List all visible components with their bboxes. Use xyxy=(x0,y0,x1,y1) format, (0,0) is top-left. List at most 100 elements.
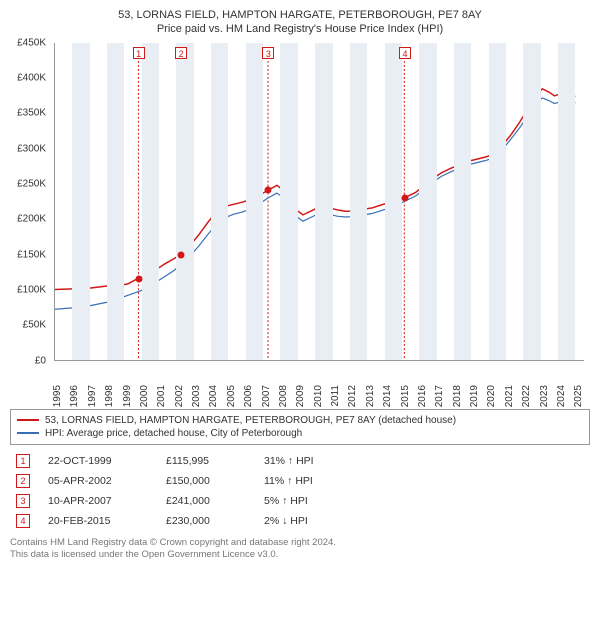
sale-vs-hpi: 31% ↑ HPI xyxy=(264,455,344,467)
x-tick-label: 2006 xyxy=(243,385,254,407)
year-band xyxy=(211,43,228,360)
sale-marker-dot xyxy=(135,275,142,282)
x-tick-label: 2024 xyxy=(556,385,567,407)
sale-date: 20-FEB-2015 xyxy=(48,515,148,527)
x-tick-label: 2014 xyxy=(382,385,393,407)
year-band xyxy=(315,43,332,360)
sale-marker-box: 3 xyxy=(262,47,274,59)
sale-marker-box: 1 xyxy=(133,47,145,59)
x-tick-label: 1999 xyxy=(122,385,133,407)
sale-date: 05-APR-2002 xyxy=(48,475,148,487)
y-tick-label: £400K xyxy=(17,72,46,83)
x-tick-label: 2015 xyxy=(400,385,411,407)
x-tick-label: 2025 xyxy=(573,385,584,407)
x-tick-label: 2000 xyxy=(139,385,150,407)
title-subtitle: Price paid vs. HM Land Registry's House … xyxy=(10,22,590,36)
sales-row: 1 22-OCT-1999 £115,995 31% ↑ HPI xyxy=(10,451,590,471)
footer-line-2: This data is licensed under the Open Gov… xyxy=(10,549,590,561)
x-tick-label: 2003 xyxy=(191,385,202,407)
y-tick-label: £450K xyxy=(17,37,46,48)
y-tick-label: £300K xyxy=(17,143,46,154)
sale-vs-hpi: 11% ↑ HPI xyxy=(264,475,344,487)
x-tick-label: 2021 xyxy=(504,385,515,407)
legend-row-hpi: HPI: Average price, detached house, City… xyxy=(17,427,583,440)
sale-vs-hpi: 2% ↓ HPI xyxy=(264,515,344,527)
year-band xyxy=(176,43,193,360)
y-tick-label: £200K xyxy=(17,214,46,225)
sales-table: 1 22-OCT-1999 £115,995 31% ↑ HPI 2 05-APR-200… xyxy=(10,451,590,531)
sale-index: 3 xyxy=(16,494,30,508)
x-tick-label: 2008 xyxy=(278,385,289,407)
legend-swatch-hpi xyxy=(17,432,39,434)
x-tick-label: 2019 xyxy=(469,385,480,407)
x-tick-label: 2004 xyxy=(209,385,220,407)
x-tick-label: 1995 xyxy=(52,385,63,407)
x-axis-labels: 1995199619971998199920002001200220032004… xyxy=(54,361,584,401)
sale-index: 1 xyxy=(16,454,30,468)
legend-swatch-property xyxy=(17,419,39,421)
sale-marker-dot xyxy=(401,195,408,202)
footer: Contains HM Land Registry data © Crown c… xyxy=(10,537,590,562)
sale-index: 2 xyxy=(16,474,30,488)
sale-marker-dot xyxy=(178,251,185,258)
year-band xyxy=(454,43,471,360)
x-tick-label: 2010 xyxy=(313,385,324,407)
year-band xyxy=(246,43,263,360)
year-band xyxy=(350,43,367,360)
sale-marker-dot xyxy=(265,187,272,194)
sales-row: 3 10-APR-2007 £241,000 5% ↑ HPI xyxy=(10,491,590,511)
x-tick-label: 1996 xyxy=(70,385,81,407)
sale-index: 4 xyxy=(16,514,30,528)
year-band xyxy=(489,43,506,360)
sale-marker-box: 2 xyxy=(175,47,187,59)
sale-price: £115,995 xyxy=(166,455,246,467)
sale-price: £230,000 xyxy=(166,515,246,527)
year-band xyxy=(558,43,575,360)
sale-price: £150,000 xyxy=(166,475,246,487)
year-band xyxy=(142,43,159,360)
chart-page: 53, LORNAS FIELD, HAMPTON HARGATE, PETER… xyxy=(0,0,600,620)
legend-row-property: 53, LORNAS FIELD, HAMPTON HARGATE, PETER… xyxy=(17,414,583,427)
y-tick-label: £250K xyxy=(17,178,46,189)
sale-price: £241,000 xyxy=(166,495,246,507)
year-band xyxy=(419,43,436,360)
x-tick-label: 2001 xyxy=(156,385,167,407)
titles: 53, LORNAS FIELD, HAMPTON HARGATE, PETER… xyxy=(10,8,590,37)
legend-label-property: 53, LORNAS FIELD, HAMPTON HARGATE, PETER… xyxy=(45,415,456,426)
x-tick-label: 2023 xyxy=(539,385,550,407)
x-tick-label: 2020 xyxy=(487,385,498,407)
y-tick-label: £150K xyxy=(17,249,46,260)
x-tick-label: 2005 xyxy=(226,385,237,407)
sales-row: 4 20-FEB-2015 £230,000 2% ↓ HPI xyxy=(10,511,590,531)
year-band xyxy=(523,43,540,360)
chart: £0£50K£100K£150K£200K£250K£300K£350K£400… xyxy=(10,43,590,401)
x-tick-label: 2017 xyxy=(434,385,445,407)
x-tick-label: 2007 xyxy=(261,385,272,407)
legend-label-hpi: HPI: Average price, detached house, City… xyxy=(45,428,302,439)
sale-marker-box: 4 xyxy=(399,47,411,59)
year-band xyxy=(385,43,402,360)
x-tick-label: 2013 xyxy=(365,385,376,407)
x-tick-label: 1997 xyxy=(87,385,98,407)
year-band xyxy=(107,43,124,360)
x-tick-label: 2009 xyxy=(295,385,306,407)
y-tick-label: £50K xyxy=(23,320,46,331)
legend: 53, LORNAS FIELD, HAMPTON HARGATE, PETER… xyxy=(10,409,590,445)
plot: 1 2 3 4 xyxy=(54,43,584,361)
plot-area: 1 2 3 4 xyxy=(54,43,584,361)
sales-row: 2 05-APR-2002 £150,000 11% ↑ HPI xyxy=(10,471,590,491)
title-address: 53, LORNAS FIELD, HAMPTON HARGATE, PETER… xyxy=(10,8,590,22)
y-tick-label: £100K xyxy=(17,284,46,295)
sale-date: 22-OCT-1999 xyxy=(48,455,148,467)
year-band xyxy=(72,43,89,360)
sale-vs-hpi: 5% ↑ HPI xyxy=(264,495,344,507)
x-tick-label: 2012 xyxy=(348,385,359,407)
x-tick-label: 2022 xyxy=(521,385,532,407)
y-axis-labels: £0£50K£100K£150K£200K£250K£300K£350K£400… xyxy=(10,43,50,401)
footer-line-1: Contains HM Land Registry data © Crown c… xyxy=(10,537,590,549)
y-tick-label: £0 xyxy=(35,355,46,366)
sale-date: 10-APR-2007 xyxy=(48,495,148,507)
x-tick-label: 2018 xyxy=(452,385,463,407)
year-band xyxy=(280,43,297,360)
x-tick-label: 2011 xyxy=(330,385,341,407)
